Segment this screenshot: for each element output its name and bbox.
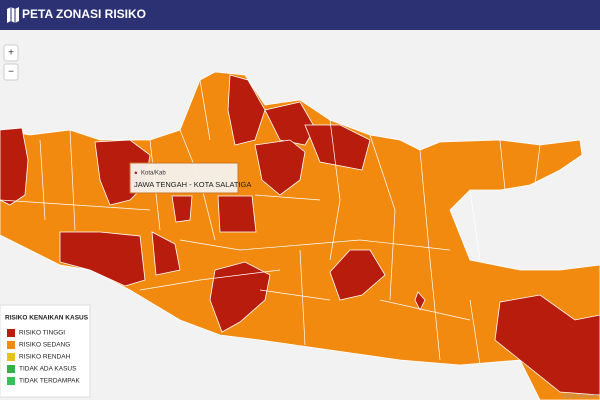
legend-swatch <box>7 377 15 385</box>
header-bar <box>0 0 600 30</box>
legend-label: TIDAK ADA KASUS <box>19 366 77 373</box>
legend: RISIKO KENAIKAN KASUS RISIKO TINGGI RISIK… <box>0 304 91 398</box>
legend-label: RISIKO SEDANG <box>19 342 70 349</box>
zoom-in-label[interactable]: + <box>8 48 14 59</box>
legend-title: RISIKO KENAIKAN KASUS <box>5 315 89 322</box>
credit: Highcharts.com <box>562 393 597 399</box>
map-icon <box>7 7 19 23</box>
province-land <box>0 71 600 400</box>
zoom-in-button[interactable]: + <box>3 44 19 62</box>
legend-swatch <box>7 329 15 337</box>
legend-swatch <box>7 341 15 349</box>
tooltip: ● Kota/Kab JAWA TENGAH - KOTA SALATIGA <box>129 162 251 194</box>
tooltip-marker: ● <box>134 171 138 177</box>
legend-label: RISIKO TINGGI <box>19 330 65 337</box>
legend-label: RISIKO RENDAH <box>19 354 71 361</box>
tooltip-caption: Kota/Kab <box>141 171 166 177</box>
legend-label: TIDAK TERDAMPAK <box>19 378 80 385</box>
legend-swatch <box>7 365 15 373</box>
zoom-out-button[interactable]: − <box>3 63 19 81</box>
high-risk-regions <box>0 74 600 396</box>
zoom-out-label[interactable]: − <box>8 67 14 78</box>
header-title: PETA ZONASI RISIKO <box>22 7 146 21</box>
tooltip-text: JAWA TENGAH - KOTA SALATIGA <box>134 180 251 189</box>
map <box>0 71 600 400</box>
legend-swatch <box>7 353 15 361</box>
